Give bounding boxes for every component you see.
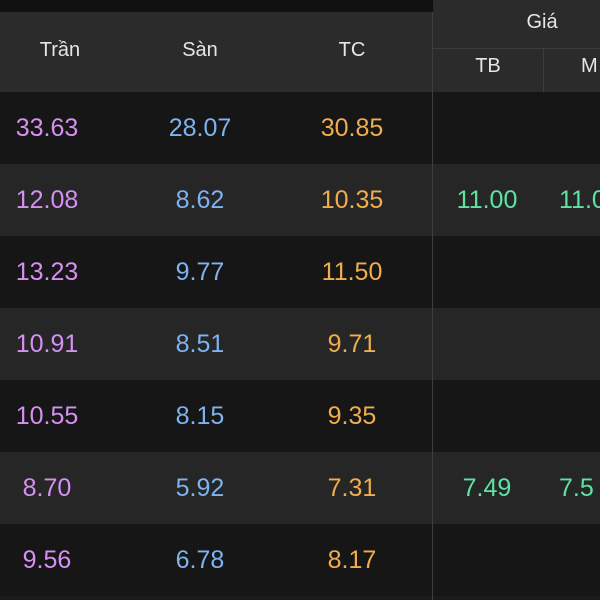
cell-tc: 11.50 (321, 258, 383, 286)
cell-tb (432, 380, 542, 452)
table-row[interactable]: 9.56 6.78 8.17 (0, 524, 600, 596)
cell-tran: 33.63 (15, 114, 79, 142)
cell-san: 8.15 (175, 402, 225, 430)
cell-tc: 8.17 (327, 546, 377, 574)
table-header: Trần Sàn TC (0, 12, 432, 93)
cell-m (545, 92, 600, 164)
cell-tb: 11.00 (456, 186, 518, 214)
header-sub-divider (543, 48, 544, 92)
cell-tb (432, 92, 542, 164)
table-row[interactable]: 10.55 8.15 9.35 (0, 380, 600, 452)
header-tc: TC (338, 39, 366, 61)
table-row[interactable]: 8.70 5.92 7.31 7.49 7.5 (0, 452, 600, 524)
header-san: Sàn (182, 39, 218, 61)
cell-m (545, 308, 600, 380)
header-gia-group: Giá TB M (433, 0, 600, 92)
header-tran: Trần (39, 39, 81, 61)
cell-m: 7.5 (559, 474, 594, 502)
header-gia-row: Giá (433, 0, 600, 49)
cell-tc: 9.71 (327, 330, 377, 358)
cell-m (545, 236, 600, 308)
cell-tc: 9.35 (327, 402, 377, 430)
cell-san: 8.62 (175, 186, 225, 214)
cell-tran: 10.91 (15, 330, 79, 358)
table-row[interactable]: 33.63 28.07 30.85 (0, 92, 600, 164)
cell-san: 8.51 (175, 330, 225, 358)
cell-tc: 7.31 (327, 474, 377, 502)
cell-tb: 7.49 (462, 474, 512, 502)
header-gia: Giá (526, 11, 558, 33)
top-bar (0, 0, 510, 12)
cell-tran: 8.70 (22, 474, 72, 502)
cell-tb (432, 236, 542, 308)
cell-san: 28.07 (168, 114, 232, 142)
cell-m: 11.0 (559, 186, 600, 214)
cell-san: 5.92 (175, 474, 225, 502)
cell-tc: 10.35 (320, 186, 384, 214)
cell-tran: 13.23 (15, 258, 79, 286)
table-row[interactable]: 12.08 8.62 10.35 11.00 11.0 (0, 164, 600, 236)
header-m: M (581, 55, 598, 77)
column-divider (432, 12, 433, 600)
cell-tran: 9.56 (22, 546, 72, 574)
cell-tran: 12.08 (15, 186, 79, 214)
cell-tc: 30.85 (320, 114, 384, 142)
cell-san: 9.77 (175, 258, 225, 286)
table-row[interactable]: 13.23 9.77 11.50 (0, 236, 600, 308)
header-tb: TB (475, 55, 501, 77)
table-row[interactable]: 10.91 8.51 9.71 (0, 308, 600, 380)
cell-san: 6.78 (175, 546, 225, 574)
cell-tb (432, 524, 542, 596)
cell-tran: 10.55 (15, 402, 79, 430)
cell-tb (432, 308, 542, 380)
cell-m (545, 524, 600, 596)
cell-m (545, 380, 600, 452)
